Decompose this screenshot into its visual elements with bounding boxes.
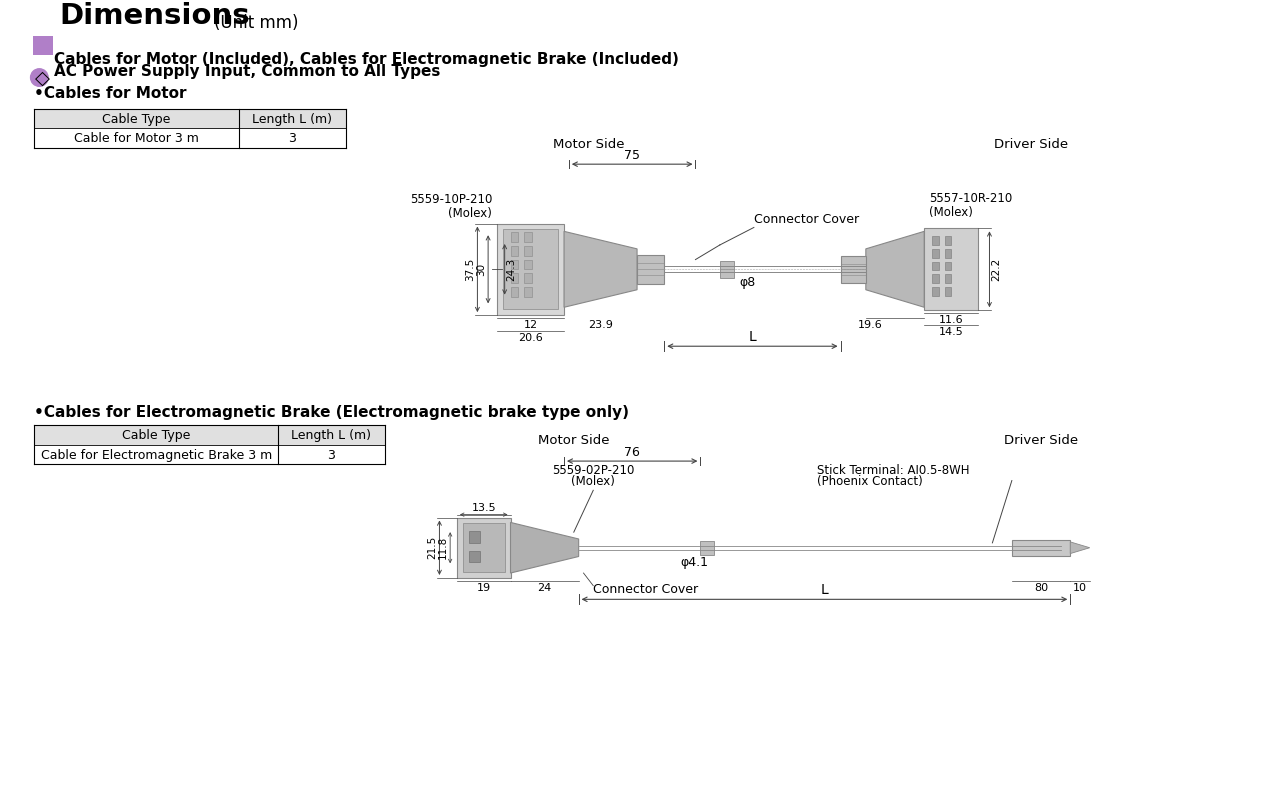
Text: 75: 75	[625, 149, 640, 162]
Text: Driver Side: Driver Side	[995, 138, 1069, 150]
Text: (Molex): (Molex)	[929, 206, 973, 219]
Text: Length L (m): Length L (m)	[292, 429, 371, 442]
Bar	[945, 274, 951, 283]
Bar	[719, 261, 735, 278]
Bar	[468, 531, 480, 543]
Bar	[945, 262, 951, 270]
Text: (Unit mm): (Unit mm)	[214, 14, 298, 32]
Text: AC Power Supply Input, Common to All Types: AC Power Supply Input, Common to All Typ…	[54, 64, 440, 80]
Text: φ4.1: φ4.1	[681, 556, 709, 569]
Bar	[35, 425, 385, 444]
Text: •Cables for Electromagnetic Brake (Electromagnetic brake type only): •Cables for Electromagnetic Brake (Elect…	[35, 405, 630, 421]
Bar	[932, 262, 938, 270]
Text: 11.8: 11.8	[438, 536, 448, 560]
Text: 24: 24	[538, 583, 552, 593]
Bar	[924, 228, 978, 310]
Bar	[511, 273, 518, 283]
Bar	[524, 287, 532, 297]
Bar	[524, 232, 532, 242]
Text: 5559-10P-210: 5559-10P-210	[410, 193, 492, 206]
Text: 13.5: 13.5	[471, 502, 497, 513]
Bar	[511, 246, 518, 256]
Bar	[637, 254, 664, 284]
Bar	[700, 541, 714, 555]
Circle shape	[31, 69, 49, 87]
Text: 10: 10	[1073, 583, 1087, 593]
Bar	[524, 273, 532, 283]
Text: φ8: φ8	[740, 276, 755, 289]
Text: 22.2: 22.2	[992, 258, 1001, 281]
Text: Connector Cover: Connector Cover	[754, 212, 859, 226]
Text: Stick Terminal: AI0.5-8WH: Stick Terminal: AI0.5-8WH	[817, 463, 970, 477]
Text: 76: 76	[625, 446, 640, 460]
Text: 3: 3	[288, 132, 297, 145]
Text: •Cables for Motor: •Cables for Motor	[35, 86, 187, 101]
Bar	[468, 551, 480, 562]
Bar	[945, 236, 951, 245]
Text: (Molex): (Molex)	[571, 475, 616, 488]
Polygon shape	[1070, 542, 1089, 553]
Text: Cable Type: Cable Type	[102, 113, 170, 126]
Bar	[511, 232, 518, 242]
Text: ◇: ◇	[35, 68, 50, 87]
Text: 30: 30	[476, 263, 486, 276]
Text: 37.5: 37.5	[466, 258, 475, 281]
Bar	[945, 249, 951, 258]
Polygon shape	[865, 231, 924, 308]
Bar	[511, 287, 518, 297]
Bar	[945, 287, 951, 296]
Text: 23.9: 23.9	[589, 320, 613, 330]
Text: 19.6: 19.6	[859, 320, 883, 330]
Bar	[33, 36, 52, 55]
Text: 80: 80	[1034, 583, 1048, 593]
Text: Cable for Motor 3 m: Cable for Motor 3 m	[74, 132, 200, 145]
Text: 21.5: 21.5	[428, 536, 438, 560]
Polygon shape	[564, 231, 637, 308]
Bar	[463, 523, 504, 572]
Polygon shape	[511, 522, 579, 573]
Text: Driver Side: Driver Side	[1004, 434, 1078, 448]
Text: L: L	[749, 330, 756, 344]
Text: (Molex): (Molex)	[448, 207, 492, 219]
Text: Cables for Motor (Included), Cables for Electromagnetic Brake (Included): Cables for Motor (Included), Cables for …	[54, 52, 678, 67]
Bar	[932, 236, 938, 245]
Bar	[524, 260, 532, 270]
Text: 5559-02P-210: 5559-02P-210	[552, 463, 635, 477]
Bar	[524, 246, 532, 256]
Bar	[932, 249, 938, 258]
Text: Connector Cover: Connector Cover	[593, 583, 699, 595]
Bar	[497, 223, 564, 315]
Bar	[932, 274, 938, 283]
Text: Motor Side: Motor Side	[553, 138, 625, 150]
Bar	[932, 287, 938, 296]
Text: Motor Side: Motor Side	[538, 434, 609, 448]
Text: 5557-10R-210: 5557-10R-210	[929, 192, 1012, 205]
Bar	[35, 109, 346, 128]
Text: 3: 3	[328, 448, 335, 462]
Text: 24.3: 24.3	[507, 258, 517, 281]
Bar	[511, 260, 518, 270]
Bar	[457, 518, 511, 578]
Text: 11.6: 11.6	[938, 315, 964, 325]
Text: (Phoenix Contact): (Phoenix Contact)	[817, 475, 923, 488]
Bar	[1012, 540, 1070, 556]
Text: Dimensions: Dimensions	[60, 2, 251, 30]
Text: Length L (m): Length L (m)	[252, 113, 333, 126]
Text: Cable Type: Cable Type	[122, 429, 191, 442]
Text: 19: 19	[476, 583, 490, 593]
Text: 14.5: 14.5	[938, 327, 964, 337]
Bar	[841, 256, 865, 283]
Bar	[503, 230, 558, 309]
Text: 20.6: 20.6	[518, 332, 543, 343]
Text: L: L	[820, 584, 828, 597]
Text: 12: 12	[524, 320, 538, 330]
Text: Cable for Electromagnetic Brake 3 m: Cable for Electromagnetic Brake 3 m	[41, 448, 271, 462]
